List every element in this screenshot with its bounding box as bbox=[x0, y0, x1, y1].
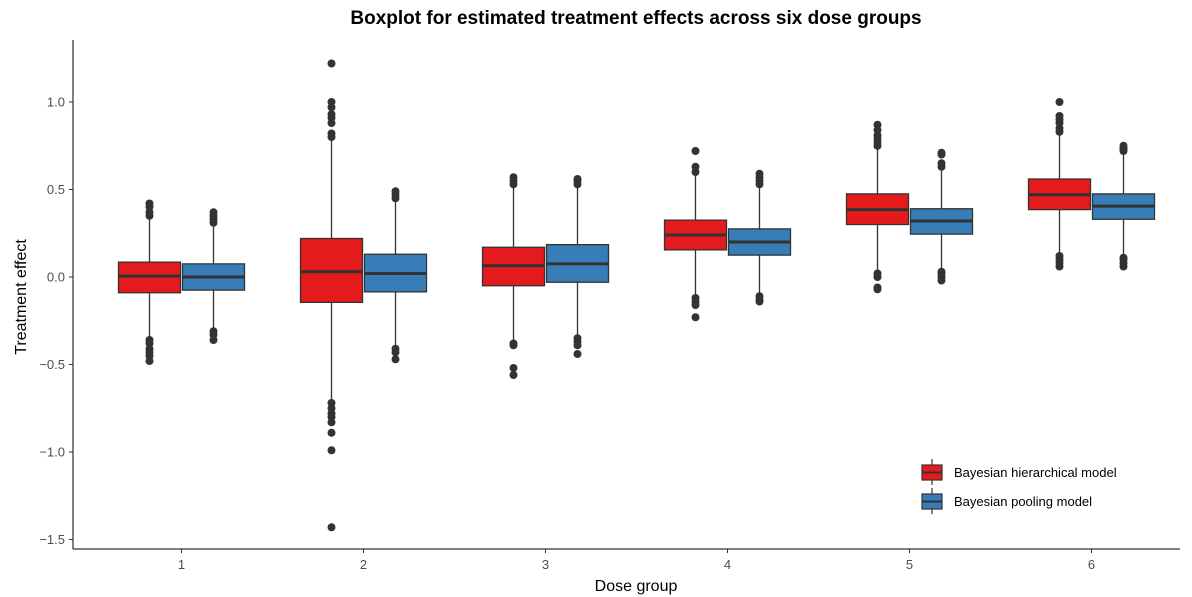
y-tick-label: −1.0 bbox=[39, 445, 65, 460]
outlier-point bbox=[1055, 98, 1064, 106]
boxplot-hierarchical-group-4 bbox=[663, 147, 728, 322]
outlier-point bbox=[327, 98, 336, 106]
outlier-point bbox=[573, 341, 582, 350]
legend-label: Bayesian pooling model bbox=[954, 494, 1092, 509]
outlier-point bbox=[755, 169, 764, 178]
boxplot-pooling-group-4 bbox=[727, 169, 792, 306]
outlier-point bbox=[691, 162, 700, 171]
boxplot-hierarchical-group-6 bbox=[1027, 98, 1092, 271]
outlier-point bbox=[209, 336, 218, 344]
outlier-point bbox=[937, 276, 946, 285]
outlier-point bbox=[327, 110, 336, 119]
boxplot-hierarchical-group-2 bbox=[299, 59, 364, 532]
outlier-point bbox=[873, 285, 882, 294]
x-tick-label: 5 bbox=[906, 557, 913, 572]
boxplot-hierarchical-group-3 bbox=[481, 173, 546, 379]
legend: Bayesian hierarchical model Bayesian pool… bbox=[921, 459, 1117, 514]
outlier-point bbox=[509, 173, 518, 182]
outlier-point bbox=[145, 199, 154, 208]
boxplot-pooling-group-1 bbox=[181, 208, 246, 344]
outlier-point bbox=[509, 371, 518, 379]
outlier-point bbox=[391, 187, 400, 196]
y-tick-label: −0.5 bbox=[39, 357, 65, 372]
outlier-point bbox=[1119, 253, 1128, 262]
outlier-point bbox=[509, 364, 518, 372]
x-tick-label: 4 bbox=[724, 557, 731, 572]
x-axis-title: Dose group bbox=[595, 578, 678, 595]
y-tick-label: 0.0 bbox=[47, 270, 65, 285]
chart-title: Boxplot for estimated treatment effects … bbox=[350, 8, 922, 29]
outlier-point bbox=[1055, 112, 1064, 120]
outlier-point bbox=[391, 355, 400, 364]
y-tick-label: 1.0 bbox=[47, 95, 65, 110]
legend-item-pooling: Bayesian pooling model bbox=[921, 488, 1092, 514]
x-tick-label: 1 bbox=[178, 557, 185, 572]
outlier-point bbox=[209, 208, 218, 217]
outlier-point bbox=[327, 523, 336, 532]
outlier-point bbox=[391, 348, 400, 357]
boxplot-pooling-group-3 bbox=[545, 175, 610, 358]
outlier-point bbox=[937, 148, 946, 157]
x-tick-label: 3 bbox=[542, 557, 549, 572]
boxplot-hierarchical-group-1 bbox=[117, 199, 182, 365]
outlier-point bbox=[327, 59, 336, 68]
boxplot-pooling-group-6 bbox=[1091, 141, 1156, 271]
outlier-point bbox=[691, 301, 700, 309]
outlier-point bbox=[327, 129, 336, 138]
outlier-point bbox=[327, 418, 336, 427]
outlier-point bbox=[755, 297, 764, 306]
outlier-point bbox=[1119, 141, 1128, 150]
y-tick-label: 0.5 bbox=[47, 182, 65, 197]
outlier-point bbox=[145, 357, 154, 365]
outlier-point bbox=[573, 175, 582, 183]
legend-label: Bayesian hierarchical model bbox=[954, 465, 1117, 480]
x-tick-label: 6 bbox=[1088, 557, 1095, 572]
outlier-point bbox=[937, 159, 946, 168]
outlier-point bbox=[1055, 252, 1064, 260]
outlier-point bbox=[873, 120, 882, 129]
boxplot-hierarchical-group-5 bbox=[845, 120, 910, 294]
outlier-point bbox=[873, 269, 882, 278]
plot-area: 1.0 0.5 0.0 −0.5 −1.0 −1.5 1 2 3 4 5 6 bbox=[39, 40, 1180, 572]
legend-item-hierarchical: Bayesian hierarchical model bbox=[921, 459, 1117, 485]
boxplot-pooling-group-5 bbox=[909, 148, 974, 285]
boxplot-pooling-group-2 bbox=[363, 187, 428, 364]
y-tick-label: −1.5 bbox=[39, 532, 65, 547]
x-tick-label: 2 bbox=[360, 557, 367, 572]
outlier-point bbox=[691, 147, 700, 155]
outlier-point bbox=[327, 428, 336, 437]
y-axis-title: Treatment effect bbox=[13, 239, 30, 355]
outlier-point bbox=[573, 350, 582, 358]
outlier-point bbox=[509, 341, 518, 350]
outlier-point bbox=[691, 313, 700, 322]
outlier-point bbox=[327, 446, 336, 455]
outlier-point bbox=[937, 267, 946, 276]
